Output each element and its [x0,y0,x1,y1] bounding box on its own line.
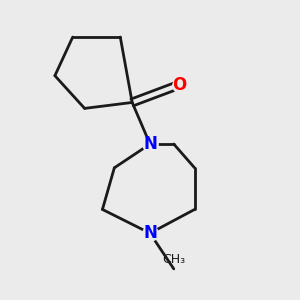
Text: O: O [172,76,187,94]
Text: N: N [143,224,157,242]
Text: CH₃: CH₃ [162,253,185,266]
Text: N: N [143,135,157,153]
